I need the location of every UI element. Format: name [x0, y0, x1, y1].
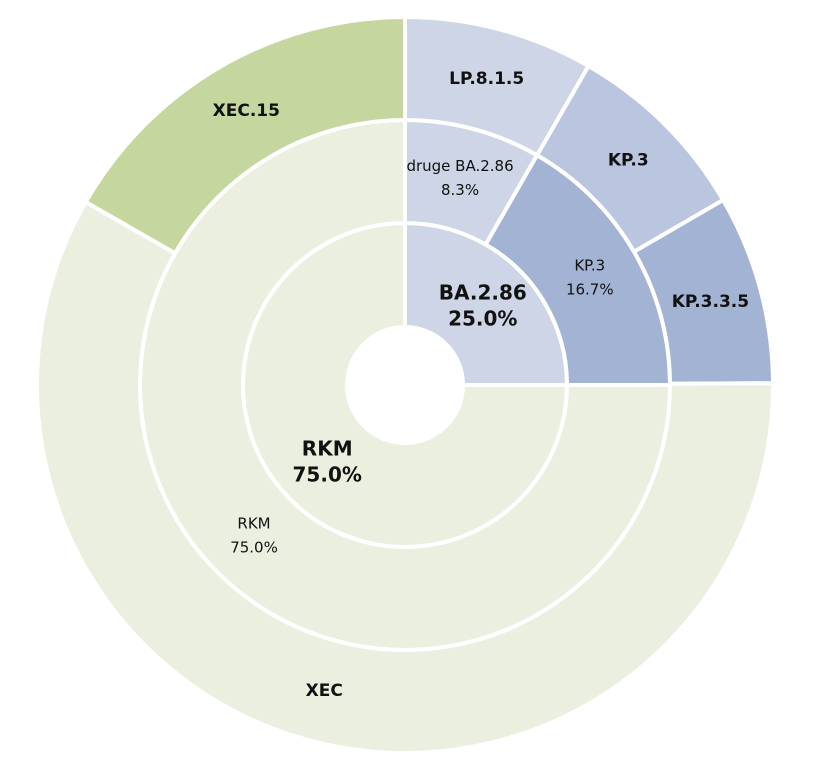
segment-label: KP.3 [608, 151, 649, 171]
value-label: 8.3% [441, 181, 479, 199]
segment-label: XEC [306, 681, 343, 701]
segment-label: RKM [302, 436, 353, 460]
segment-label: LP.8.1.5 [449, 69, 524, 89]
segment-label: druge BA.2.86 [406, 157, 513, 175]
segment-label: RKM [237, 514, 270, 532]
value-label: 25.0% [448, 307, 517, 331]
value-label: 75.0% [293, 462, 362, 486]
value-label: 75.0% [230, 538, 278, 556]
sunburst-segment [82, 14, 407, 256]
segment-label: BA.2.86 [439, 281, 527, 305]
segment-label: KP.3.3.5 [672, 292, 749, 312]
value-label: 16.7% [566, 281, 614, 299]
segment-label: XEC.15 [213, 101, 280, 121]
sunburst-segment [35, 199, 775, 755]
segment-label: KP.3 [574, 257, 605, 275]
